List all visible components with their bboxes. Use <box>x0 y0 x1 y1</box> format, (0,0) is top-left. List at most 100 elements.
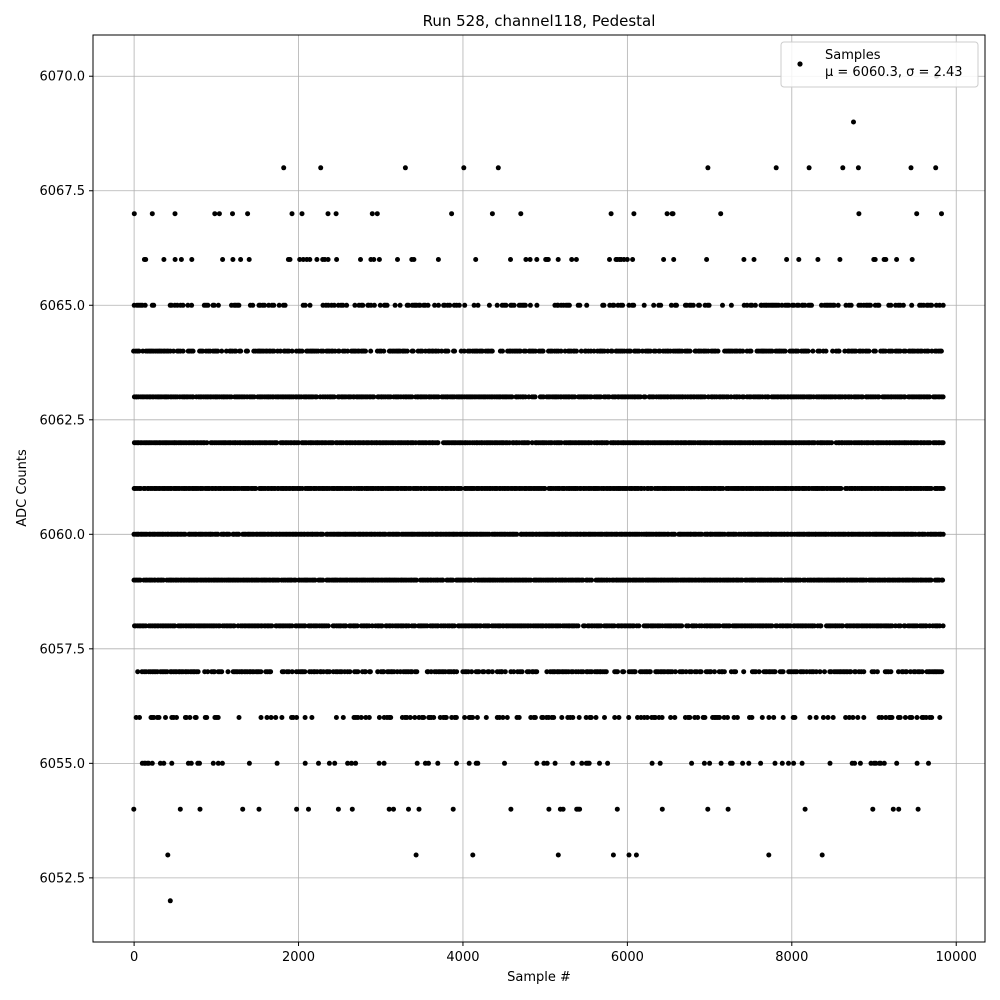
data-point <box>502 760 507 766</box>
data-point <box>246 257 252 262</box>
data-point <box>837 257 843 262</box>
data-point <box>240 806 246 812</box>
data-point <box>569 257 575 262</box>
data-point <box>189 302 195 308</box>
data-point <box>294 806 300 812</box>
data-point <box>769 348 775 354</box>
y-tick-label: 6055.0 <box>40 757 86 772</box>
data-point <box>354 623 360 629</box>
data-point <box>708 669 714 675</box>
data-point <box>276 302 282 308</box>
data-point <box>861 715 867 720</box>
data-point <box>193 715 199 720</box>
data-point <box>325 623 331 629</box>
y-tick-label: 6060.0 <box>40 528 86 543</box>
data-point <box>271 302 277 308</box>
data-point <box>573 257 579 262</box>
data-point <box>332 760 338 766</box>
data-point <box>216 211 222 217</box>
x-tick-label: 4000 <box>446 950 479 965</box>
data-point <box>848 302 854 308</box>
data-point <box>178 257 184 262</box>
data-point <box>435 760 441 766</box>
data-point <box>636 623 642 629</box>
data-point <box>450 806 456 812</box>
data-point <box>870 806 876 812</box>
data-point <box>212 669 217 675</box>
data-point <box>928 486 934 491</box>
legend-marker <box>797 61 803 67</box>
data-point <box>642 394 648 400</box>
data-point <box>577 806 583 812</box>
data-point <box>449 211 455 217</box>
data-point <box>566 302 572 308</box>
data-point <box>381 669 387 675</box>
data-point <box>897 623 903 629</box>
data-point <box>825 715 831 720</box>
data-point <box>909 715 915 720</box>
data-point <box>180 302 186 308</box>
data-point <box>146 760 152 766</box>
data-point <box>519 669 525 675</box>
data-point <box>902 715 908 720</box>
data-point <box>371 394 377 400</box>
data-point <box>823 348 829 354</box>
data-point <box>325 257 331 262</box>
data-point <box>593 715 599 720</box>
data-point <box>925 348 931 354</box>
data-point <box>366 715 372 720</box>
data-point <box>395 257 400 262</box>
data-point <box>664 211 670 217</box>
data-point <box>897 348 903 354</box>
data-point <box>197 806 203 812</box>
data-point <box>215 531 221 537</box>
data-point <box>161 760 167 766</box>
data-point <box>426 760 431 766</box>
data-point <box>327 669 332 675</box>
x-axis-label: Sample # <box>507 970 571 985</box>
data-point <box>525 440 531 446</box>
data-point <box>919 669 925 675</box>
data-point <box>302 669 308 675</box>
data-point <box>277 348 283 354</box>
data-point <box>616 715 622 720</box>
data-point <box>236 531 242 537</box>
data-point <box>210 760 216 766</box>
data-point <box>386 806 392 812</box>
data-point <box>149 211 155 217</box>
data-point <box>486 669 492 675</box>
data-point <box>274 440 280 446</box>
data-point <box>483 715 489 720</box>
x-tick-label: 8000 <box>775 950 808 965</box>
data-point <box>245 211 251 217</box>
data-point <box>331 302 337 308</box>
data-point <box>431 715 437 720</box>
data-point <box>509 394 515 400</box>
data-point <box>137 715 142 720</box>
data-point <box>923 715 929 720</box>
data-point <box>799 760 805 766</box>
data-point <box>782 348 788 354</box>
data-point <box>279 715 285 720</box>
data-point <box>756 669 762 675</box>
data-point <box>388 715 394 720</box>
data-point <box>733 669 739 675</box>
data-point <box>759 715 765 720</box>
data-point <box>169 760 175 766</box>
data-point <box>651 302 657 308</box>
data-point <box>928 577 934 583</box>
data-point <box>180 348 186 354</box>
data-point <box>183 715 189 720</box>
data-point <box>633 852 639 858</box>
data-point <box>302 715 308 720</box>
data-point <box>843 715 849 720</box>
data-point <box>598 623 604 629</box>
y-tick-label: 6070.0 <box>40 70 86 85</box>
data-point <box>741 669 747 675</box>
data-point <box>367 669 373 675</box>
data-point <box>794 669 800 675</box>
data-point <box>473 257 479 262</box>
data-point <box>495 165 501 171</box>
data-point <box>602 715 607 720</box>
data-point <box>668 715 674 720</box>
